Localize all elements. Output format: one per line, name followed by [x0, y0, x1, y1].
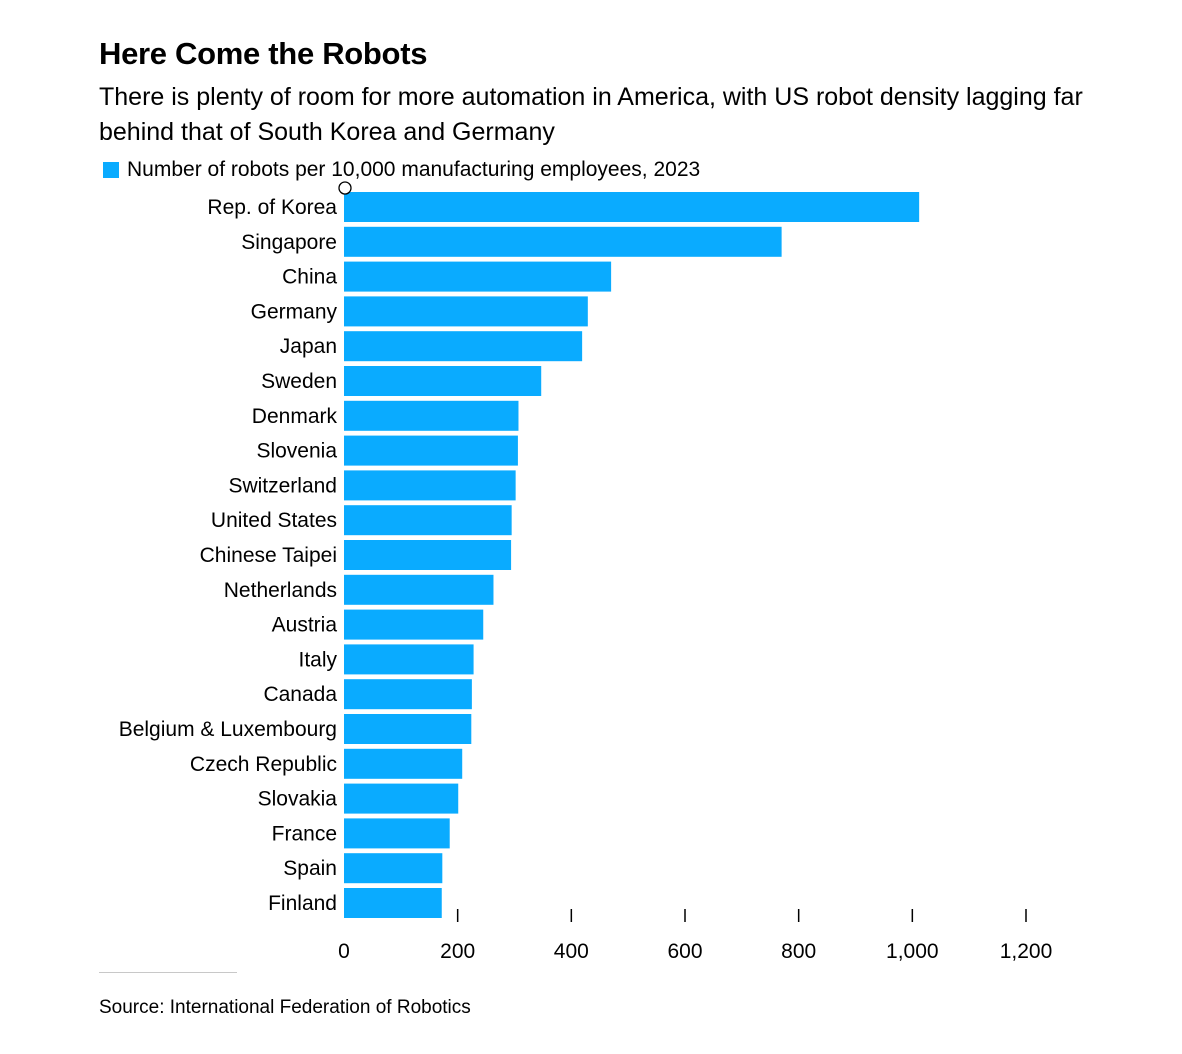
category-label: Belgium & Luxembourg — [119, 718, 337, 741]
bar — [344, 366, 542, 396]
x-tick-label: 1,200 — [1000, 940, 1053, 963]
category-label: Austria — [272, 614, 338, 637]
bar — [344, 331, 583, 362]
chart-subtitle: There is plenty of room for more automat… — [99, 83, 1083, 146]
category-label: Slovakia — [258, 788, 338, 811]
bar — [344, 261, 612, 292]
source-note: Source: International Federation of Robo… — [99, 997, 471, 1018]
x-tick-label: 200 — [440, 940, 475, 963]
legend-label: Number of robots per 10,000 manufacturin… — [127, 158, 701, 181]
legend: Number of robots per 10,000 manufacturin… — [103, 158, 700, 182]
category-label: Sweden — [261, 370, 337, 393]
category-label: Slovenia — [256, 440, 337, 463]
bar — [344, 540, 512, 570]
category-label: Switzerland — [228, 474, 337, 497]
bar — [344, 783, 459, 814]
bar — [344, 400, 519, 431]
bar — [344, 192, 920, 222]
category-label: Canada — [263, 683, 337, 706]
category-label: Finland — [268, 892, 337, 915]
category-label: Japan — [280, 335, 337, 358]
x-tick-label: 600 — [667, 940, 702, 963]
bar — [344, 679, 472, 710]
origin-marker — [338, 181, 352, 195]
bar — [344, 609, 484, 640]
category-label: United States — [211, 509, 337, 532]
bar — [344, 748, 463, 779]
category-label: Chinese Taipei — [200, 544, 337, 567]
category-label: China — [282, 266, 337, 289]
bar — [344, 853, 443, 884]
legend-swatch — [103, 162, 119, 178]
source-divider — [99, 972, 237, 973]
x-tick-label: 800 — [781, 940, 816, 963]
category-label: Spain — [283, 857, 337, 880]
category-label: Italy — [298, 648, 337, 671]
category-label: Czech Republic — [190, 753, 337, 776]
category-label: Netherlands — [224, 579, 337, 602]
bar — [344, 470, 516, 501]
category-label: Singapore — [241, 231, 337, 254]
bar — [344, 226, 782, 257]
chart-title: Here Come the Robots — [99, 36, 428, 71]
bar — [344, 888, 442, 918]
x-tick-label: 1,000 — [886, 940, 939, 963]
category-label: Germany — [251, 300, 338, 323]
bar — [344, 574, 494, 605]
bar — [344, 435, 518, 466]
bar — [344, 818, 450, 849]
category-label: Rep. of Korea — [207, 196, 337, 219]
x-tick-label: 0 — [338, 940, 350, 963]
x-tick-label: 400 — [554, 940, 589, 963]
bar — [344, 296, 588, 327]
bar — [344, 505, 512, 536]
category-label: Denmark — [252, 405, 338, 428]
category-label: France — [272, 822, 337, 845]
bar — [344, 644, 474, 675]
bar — [344, 714, 472, 744]
